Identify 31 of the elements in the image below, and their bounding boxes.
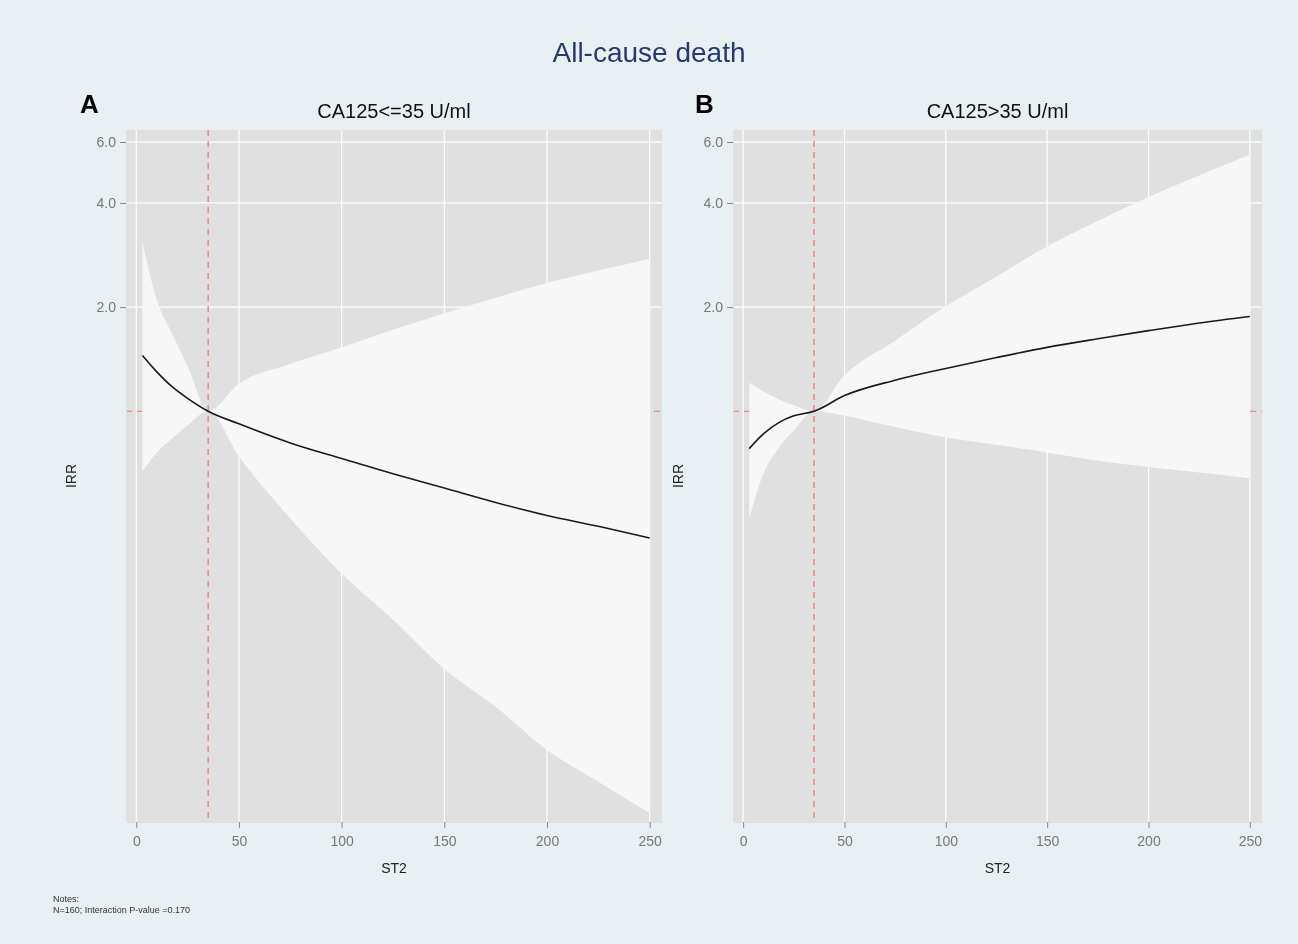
line-series — [748, 315, 1251, 450]
x-tick-label: 150 — [433, 832, 457, 849]
y-tick-label: 6.0 — [96, 134, 117, 151]
x-tick-label: 0 — [132, 832, 141, 849]
x-tick-label: 150 — [1035, 832, 1060, 849]
x-tick-label: 200 — [535, 832, 560, 849]
x-tick-label: 250 — [638, 832, 663, 849]
chart-title: CA125<=35 U/ml — [317, 100, 471, 122]
y-axis-title: IRR — [63, 463, 79, 489]
x-tick-label: 100 — [934, 832, 959, 849]
text: B — [695, 89, 714, 119]
x-tick-label: 250 — [1238, 832, 1263, 849]
x-axis-title: ST2 — [984, 860, 1011, 876]
y-tick-label: 4.0 — [703, 194, 724, 211]
x-tick-label: 50 — [231, 832, 248, 849]
text: A — [80, 89, 99, 119]
y-tick-label: 4.0 — [96, 194, 117, 211]
y-tick-label: 2.0 — [96, 299, 117, 316]
y-tick-label: 6.0 — [703, 134, 724, 151]
x-tick-label: 200 — [1137, 832, 1161, 849]
x-tick-label: 0 — [739, 832, 748, 849]
text: Notes: — [53, 894, 80, 904]
x-tick-label: 50 — [837, 832, 853, 849]
y-axis-title: IRR — [670, 463, 686, 489]
x-tick-label: 100 — [330, 832, 355, 849]
x-axis-title: ST2 — [381, 860, 408, 876]
chart-title: CA125>35 U/ml — [926, 100, 1069, 122]
text: N=160; Interaction P-value =0.170 — [53, 905, 191, 915]
line-series — [141, 354, 651, 539]
y-tick-label: 2.0 — [703, 299, 724, 316]
text: All-cause death — [552, 37, 746, 68]
